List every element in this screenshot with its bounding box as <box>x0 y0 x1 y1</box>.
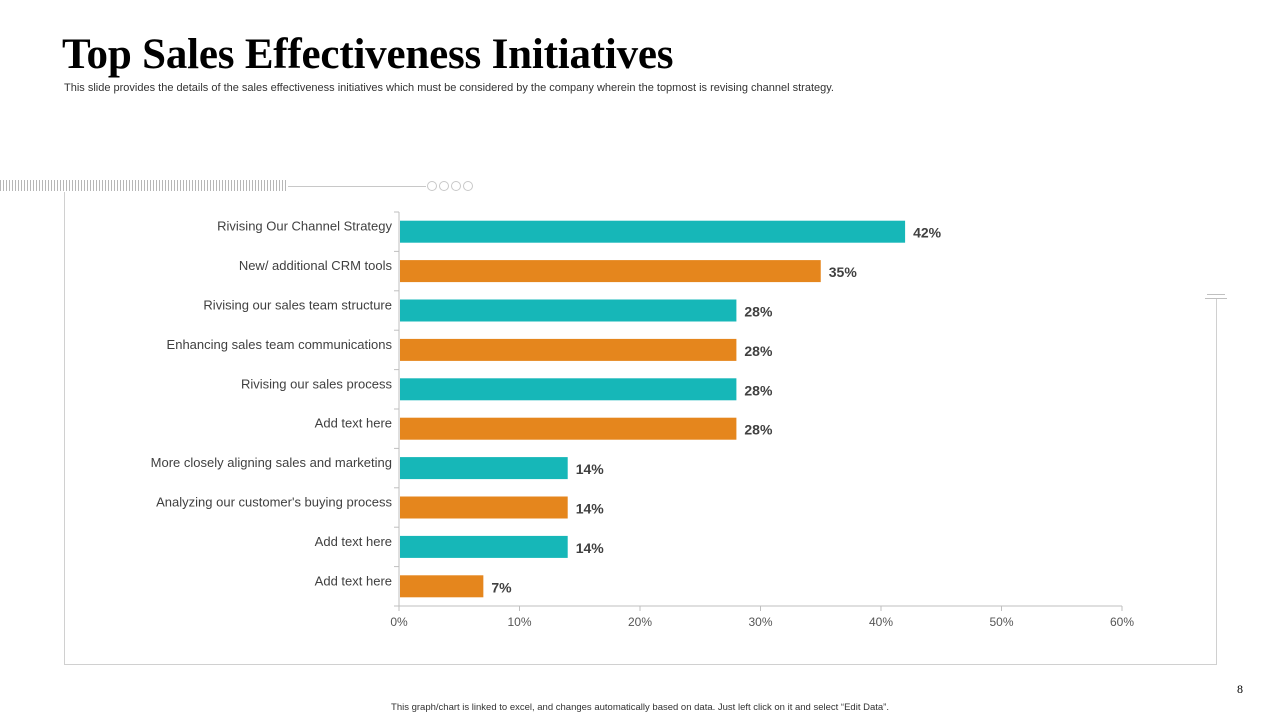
slide-title: Top Sales Effectiveness Initiatives <box>62 31 674 78</box>
data-label: 14% <box>576 540 605 556</box>
data-label: 28% <box>744 382 773 398</box>
category-label: Rivising our sales process <box>241 376 393 391</box>
bar[interactable] <box>400 338 737 361</box>
data-label: 35% <box>829 264 858 280</box>
category-label: Add text here <box>315 573 392 588</box>
data-label: 28% <box>744 304 773 320</box>
x-tick-label: 50% <box>989 615 1013 629</box>
bar[interactable] <box>400 378 737 401</box>
bar[interactable] <box>400 575 484 598</box>
bar[interactable] <box>400 457 568 480</box>
bar[interactable] <box>400 299 737 322</box>
data-label: 7% <box>491 579 512 595</box>
category-label: Rivising Our Channel Strategy <box>217 219 392 234</box>
data-label: 28% <box>744 343 773 359</box>
category-label: Add text here <box>315 534 392 549</box>
decorative-hatch-bar <box>0 180 288 191</box>
bar[interactable] <box>400 260 821 283</box>
chart-frame-bottom-border <box>64 664 1217 665</box>
category-label: Analyzing our customer's buying process <box>156 495 392 510</box>
category-label: Rivising our sales team structure <box>203 298 392 313</box>
data-label: 14% <box>576 501 605 517</box>
x-tick-label: 10% <box>507 615 531 629</box>
x-tick-label: 0% <box>390 615 408 629</box>
category-label: New/ additional CRM tools <box>239 258 393 273</box>
bar[interactable] <box>400 496 568 519</box>
chart-frame-cap <box>1205 298 1227 299</box>
slide-subtitle: This slide provides the details of the s… <box>64 82 834 94</box>
category-label: Add text here <box>315 416 392 431</box>
decorative-circle <box>451 181 461 191</box>
decorative-circle <box>439 181 449 191</box>
bar[interactable] <box>400 535 568 558</box>
decorative-connector-line <box>288 186 426 187</box>
x-tick-label: 40% <box>869 615 893 629</box>
x-tick-label: 60% <box>1110 615 1134 629</box>
page-number: 8 <box>1237 682 1243 696</box>
data-label: 42% <box>913 225 942 241</box>
footer-note: This graph/chart is linked to excel, and… <box>391 702 889 713</box>
data-label: 14% <box>576 461 605 477</box>
chart-frame-left-border <box>64 192 65 664</box>
category-label: Enhancing sales team communications <box>167 337 393 352</box>
decorative-circle <box>427 181 437 191</box>
decorative-circle <box>463 181 473 191</box>
bar[interactable] <box>400 417 737 440</box>
chart-frame-cap <box>1207 294 1225 295</box>
category-label: More closely aligning sales and marketin… <box>151 455 392 470</box>
x-tick-label: 30% <box>748 615 772 629</box>
bar[interactable] <box>400 220 906 243</box>
data-label: 28% <box>744 422 773 438</box>
chart-frame-right-border <box>1216 298 1217 664</box>
x-tick-label: 20% <box>628 615 652 629</box>
